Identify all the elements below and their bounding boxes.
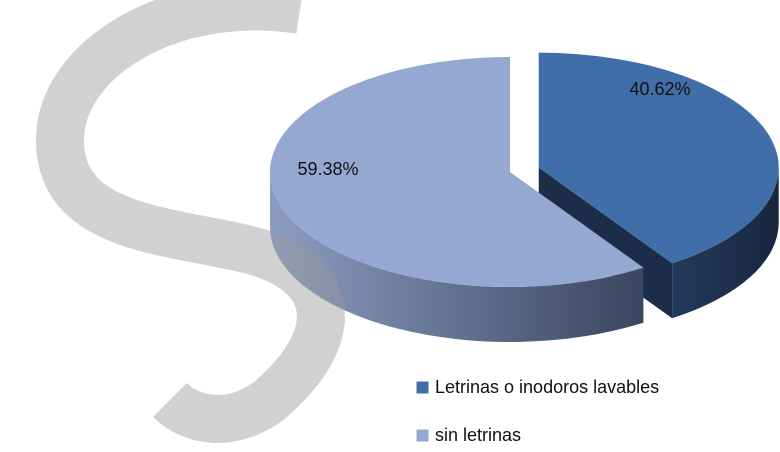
slice-side: [270, 172, 644, 342]
legend-swatch: [415, 428, 430, 443]
legend-swatch: [415, 380, 430, 395]
slice: [538, 52, 779, 264]
legend: Letrinas o inodoros lavables sin letrinas: [415, 377, 659, 445]
pie: 40.62% 59.38%: [269, 52, 779, 342]
legend-label: Letrinas o inodoros lavables: [435, 377, 659, 397]
watermark: [35, 0, 345, 443]
data-label: 40.62%: [629, 79, 690, 99]
slice: [269, 57, 644, 287]
slice-side: [672, 167, 779, 319]
data-label: 59.38%: [297, 159, 358, 179]
legend-label: sin letrinas: [435, 425, 521, 445]
